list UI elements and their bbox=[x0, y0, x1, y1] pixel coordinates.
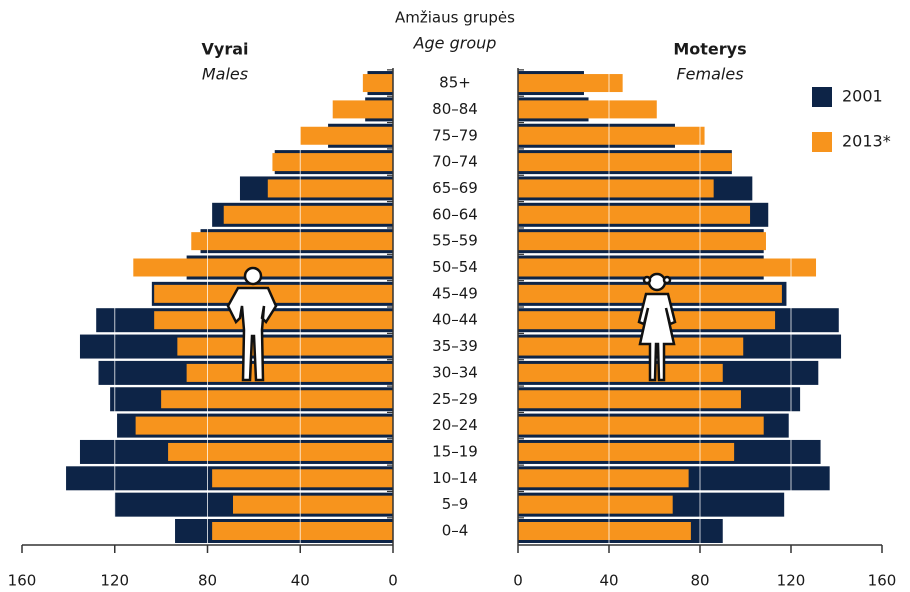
category-label: 75–79 bbox=[432, 126, 478, 144]
category-label: 10–14 bbox=[432, 469, 478, 487]
axis-subtitle: Age group bbox=[413, 34, 497, 53]
bar bbox=[212, 522, 393, 540]
x-tick-label: 0 bbox=[388, 572, 398, 590]
category-label: 50–54 bbox=[432, 258, 478, 276]
bars bbox=[66, 71, 842, 543]
bar bbox=[518, 126, 705, 145]
bar bbox=[518, 469, 689, 488]
bar bbox=[177, 337, 393, 356]
category-label: 40–44 bbox=[432, 311, 478, 329]
bar bbox=[518, 74, 623, 93]
bar bbox=[518, 390, 741, 409]
bar bbox=[518, 205, 751, 224]
bar bbox=[168, 442, 393, 461]
x-tick-label: 160 bbox=[868, 572, 897, 590]
female-icon bbox=[637, 272, 677, 382]
right-title: Moterys bbox=[673, 40, 746, 59]
category-label: 55–59 bbox=[432, 232, 478, 250]
x-tick-label: 120 bbox=[100, 572, 129, 590]
bar bbox=[223, 205, 393, 224]
bar bbox=[518, 416, 764, 435]
bar bbox=[267, 179, 393, 198]
category-label: 25–29 bbox=[432, 390, 478, 408]
legend-swatch bbox=[812, 87, 832, 107]
bar bbox=[518, 363, 723, 382]
bar bbox=[518, 495, 673, 514]
category-label: 5–9 bbox=[442, 495, 469, 513]
category-label: 35–39 bbox=[432, 337, 478, 355]
bar bbox=[135, 416, 393, 435]
left-subtitle: Males bbox=[202, 65, 248, 84]
category-label: 85+ bbox=[439, 74, 471, 92]
x-tick-label: 80 bbox=[690, 572, 709, 590]
x-tick-label: 40 bbox=[599, 572, 618, 590]
category-label: 20–24 bbox=[432, 416, 478, 434]
legend-label: 2001 bbox=[842, 87, 883, 106]
bar bbox=[300, 126, 393, 145]
bar bbox=[233, 495, 393, 514]
x-tick-label: 80 bbox=[198, 572, 217, 590]
x-tick-label: 160 bbox=[8, 572, 37, 590]
category-label: 0–4 bbox=[442, 522, 469, 540]
x-tick-label: 120 bbox=[777, 572, 806, 590]
category-label: 15–19 bbox=[432, 442, 478, 460]
category-label: 80–84 bbox=[432, 100, 478, 118]
bar bbox=[518, 153, 732, 172]
bar bbox=[154, 311, 393, 330]
legend-label: 2013* bbox=[842, 132, 891, 151]
male-icon bbox=[226, 266, 278, 382]
bar bbox=[272, 153, 393, 172]
right-subtitle: Females bbox=[676, 65, 743, 84]
category-label: 45–49 bbox=[432, 284, 478, 302]
bar bbox=[518, 100, 657, 119]
bar bbox=[518, 442, 735, 461]
bar bbox=[212, 469, 393, 488]
category-label: 70–74 bbox=[432, 153, 478, 171]
bar bbox=[133, 258, 394, 277]
bar bbox=[518, 337, 744, 356]
legend-swatch bbox=[812, 132, 832, 152]
bar bbox=[161, 390, 393, 409]
x-tick-label: 40 bbox=[291, 572, 310, 590]
bar bbox=[154, 284, 393, 303]
bar bbox=[518, 258, 817, 277]
category-label: 65–69 bbox=[432, 179, 478, 197]
left-title: Vyrai bbox=[202, 40, 249, 59]
category-label: 30–34 bbox=[432, 363, 478, 381]
category-label: 60–64 bbox=[432, 205, 478, 223]
x-tick-label: 0 bbox=[513, 572, 523, 590]
bar bbox=[186, 363, 393, 382]
bar bbox=[362, 74, 393, 93]
bar bbox=[332, 100, 393, 119]
bar bbox=[191, 232, 393, 251]
bar bbox=[518, 522, 691, 540]
bar bbox=[518, 232, 766, 251]
bar bbox=[518, 179, 714, 198]
axis-title: Amžiaus grupės bbox=[395, 9, 515, 27]
grid bbox=[114, 68, 792, 545]
